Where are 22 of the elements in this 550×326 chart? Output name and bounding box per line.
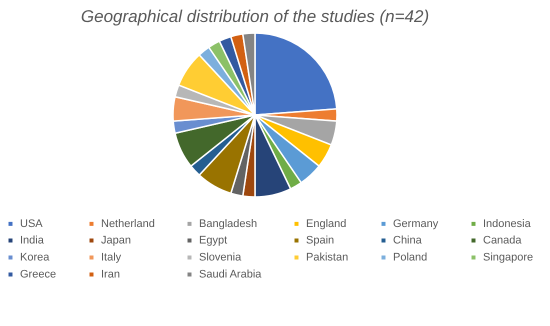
legend-label: Canada	[483, 234, 522, 246]
legend-label: Saudi Arabia	[199, 268, 262, 280]
legend-label: Singapore	[483, 252, 534, 264]
legend-label: Egypt	[199, 234, 228, 246]
legend-label: USA	[20, 218, 44, 230]
legend-label: Spain	[306, 234, 334, 246]
legend-label: Bangladesh	[199, 218, 258, 230]
legend-label: Slovenia	[199, 252, 242, 264]
legend-label: Netherland	[101, 218, 155, 230]
legend-label: Greece	[20, 268, 56, 280]
chart-title: Geographical distribution of the studies (n=42)	[80, 7, 430, 26]
legend-label: China	[393, 234, 423, 246]
legend-label: Korea	[20, 252, 50, 264]
legend-label: Indonesia	[483, 218, 532, 230]
legend-label: England	[306, 218, 346, 230]
legend-label: Japan	[101, 234, 131, 246]
legend-label: Poland	[393, 252, 428, 264]
legend-label: India	[20, 234, 45, 246]
legend-label: Germany	[393, 218, 439, 230]
legend-label: Iran	[101, 268, 120, 280]
legend-label: Italy	[101, 252, 122, 264]
legend-label: Pakistan	[306, 252, 348, 264]
